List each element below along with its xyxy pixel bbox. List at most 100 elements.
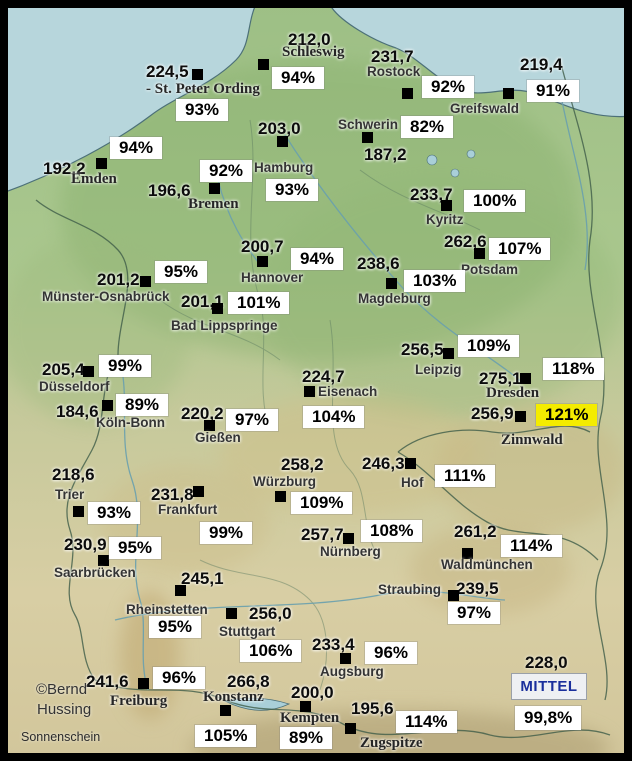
station-marker-icon	[138, 678, 149, 689]
station-percent: 89%	[280, 727, 333, 749]
station-value: 192,2	[43, 159, 86, 178]
station-marker-icon	[441, 200, 452, 211]
station-value: 258,2	[281, 455, 324, 474]
station-marker-icon	[209, 183, 220, 194]
station-name: Waldmünchen	[441, 557, 533, 572]
station-name: Augsburg	[320, 664, 384, 679]
station-name: Hof	[401, 475, 424, 490]
mittel-value: 228,0	[525, 653, 568, 672]
station-percent-highlighted: 121%	[536, 404, 598, 426]
station-percent: 105%	[195, 725, 257, 747]
station-marker-icon	[192, 69, 203, 80]
station-name: Kyritz	[426, 212, 464, 227]
station-marker-icon	[193, 486, 204, 497]
copyright-line2: Hussing	[37, 701, 92, 718]
station-name: Zinnwald	[501, 432, 563, 448]
station-value: 256,5	[401, 340, 444, 359]
station-percent: 96%	[153, 667, 206, 689]
station-marker-icon	[343, 533, 354, 544]
station-name: Gießen	[195, 430, 241, 445]
station-percent: 104%	[303, 406, 365, 428]
station-marker-icon	[96, 158, 107, 169]
station-value: 231,8	[151, 485, 194, 504]
station-percent: 99%	[99, 355, 152, 377]
station-value: 184,6	[56, 402, 99, 421]
station-name: Konstanz	[203, 689, 264, 705]
station-value: 233,4	[312, 635, 355, 654]
station-marker-icon	[520, 373, 531, 384]
station-name: Münster-Osnabrück	[42, 289, 170, 304]
station-percent: 93%	[176, 99, 229, 121]
station-percent: 93%	[266, 179, 319, 201]
station-percent: 108%	[361, 520, 423, 542]
station-marker-icon	[340, 653, 351, 664]
station-marker-icon	[175, 585, 186, 596]
station-percent: 92%	[200, 160, 253, 182]
station-value: 275,1	[479, 369, 522, 388]
station-marker-icon	[462, 548, 473, 559]
station-name: Würzburg	[253, 474, 316, 489]
station-name: Rheinstetten	[126, 602, 208, 617]
station-percent: 111%	[435, 465, 495, 487]
mittel-label-box: MITTEL	[511, 673, 587, 700]
station-value: 230,9	[64, 535, 107, 554]
station-marker-icon	[257, 256, 268, 267]
station-marker-icon	[386, 278, 397, 289]
station-value: 196,6	[148, 181, 191, 200]
station-marker-icon	[405, 458, 416, 469]
station-name: Kempten	[280, 710, 340, 726]
station-percent: 95%	[149, 616, 202, 638]
station-name: Hamburg	[254, 160, 314, 175]
station-marker-icon	[140, 276, 151, 287]
station-percent: 82%	[401, 116, 454, 138]
copyright-line1: ©Bernd	[36, 681, 88, 698]
station-name: Greifswald	[450, 101, 520, 116]
station-name: Frankfurt	[158, 502, 218, 517]
station-marker-icon	[474, 248, 485, 259]
station-name: Magdeburg	[358, 291, 431, 306]
station-value: 256,0	[249, 604, 292, 623]
station-percent: 99%	[200, 522, 253, 544]
station-name: Hannover	[241, 270, 304, 285]
station-percent: 114%	[396, 711, 457, 733]
station-marker-icon	[226, 608, 237, 619]
station-value: 246,3	[362, 454, 405, 473]
station-name: Potsdam	[461, 262, 519, 277]
station-marker-icon	[300, 701, 311, 712]
station-name: Rostock	[367, 64, 421, 79]
station-name: Emden	[71, 171, 117, 187]
station-marker-icon	[402, 88, 413, 99]
station-percent: 93%	[88, 502, 141, 524]
station-marker-icon	[212, 303, 223, 314]
station-percent: 103%	[404, 270, 466, 292]
station-percent: 106%	[240, 640, 302, 662]
station-percent: 97%	[226, 409, 279, 431]
station-name: Leipzig	[415, 362, 462, 377]
station-percent: 94%	[110, 137, 163, 159]
station-percent: 95%	[109, 537, 162, 559]
station-value: 203,0	[258, 119, 301, 138]
station-name: Schleswig	[282, 44, 345, 60]
station-name: Eisenach	[318, 384, 378, 399]
station-value: 201,2	[97, 270, 140, 289]
station-marker-icon	[258, 59, 269, 70]
station-marker-icon	[443, 348, 454, 359]
station-value: 200,7	[241, 237, 284, 256]
station-percent: 89%	[116, 394, 169, 416]
station-percent: 94%	[272, 67, 325, 89]
station-percent: 92%	[422, 76, 475, 98]
station-percent: 100%	[464, 190, 526, 212]
station-marker-icon	[304, 386, 315, 397]
station-value: 220,2	[181, 404, 224, 423]
station-name: Bad Lippspringe	[171, 318, 278, 333]
station-marker-icon	[345, 723, 356, 734]
station-value: 262,6	[444, 232, 487, 251]
station-name: Straubing	[378, 582, 441, 597]
station-percent: 107%	[489, 238, 551, 260]
station-value: 218,6	[52, 465, 95, 484]
station-percent: 109%	[291, 492, 353, 514]
station-marker-icon	[503, 88, 514, 99]
station-percent: 114%	[501, 535, 562, 557]
